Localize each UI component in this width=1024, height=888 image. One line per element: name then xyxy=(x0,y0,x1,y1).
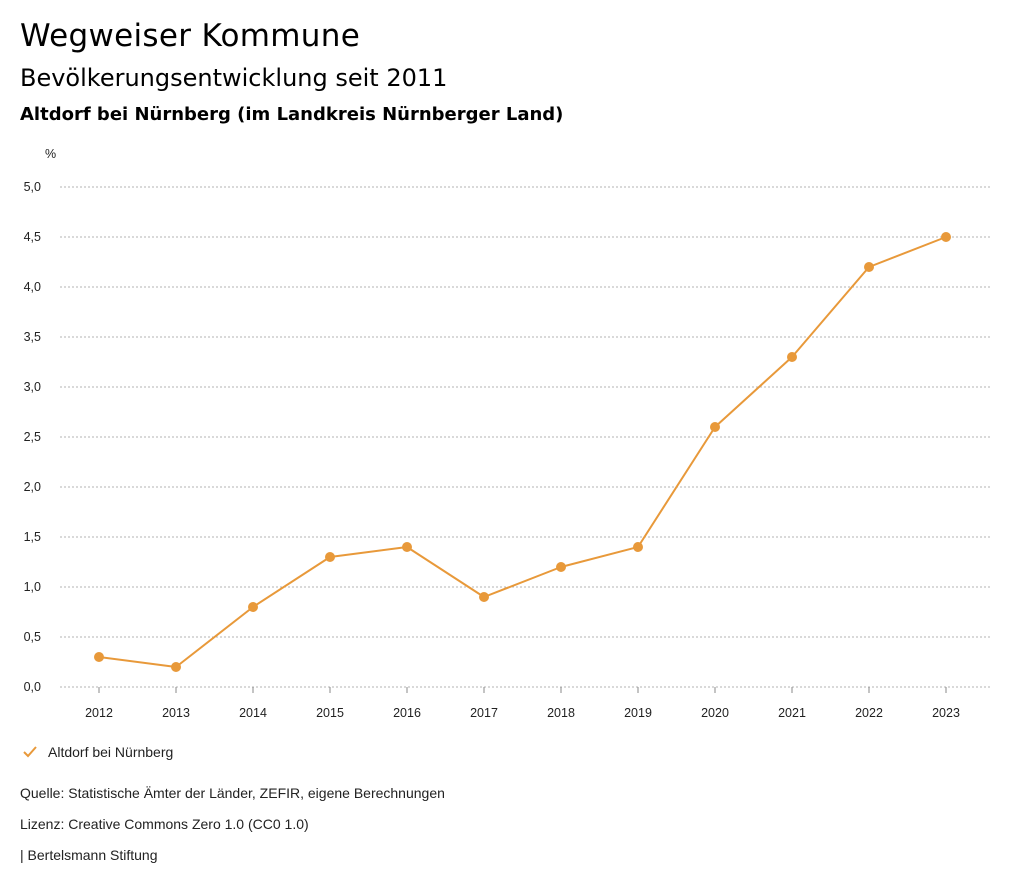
chart-subtitle: Bevölkerungsentwicklung seit 2011 xyxy=(20,64,448,92)
y-tick-label: 0,5 xyxy=(24,630,41,644)
data-point[interactable] xyxy=(171,662,181,672)
data-point[interactable] xyxy=(633,542,643,552)
x-tick-label: 2013 xyxy=(162,706,190,720)
x-tick-label: 2015 xyxy=(316,706,344,720)
source-note: Quelle: Statistische Ämter der Länder, Z… xyxy=(20,785,445,801)
y-tick-label: 2,0 xyxy=(24,480,41,494)
x-tick-label: 2018 xyxy=(547,706,575,720)
data-point[interactable] xyxy=(710,422,720,432)
data-point[interactable] xyxy=(325,552,335,562)
x-tick-label: 2023 xyxy=(932,706,960,720)
legend-item[interactable]: Altdorf bei Nürnberg xyxy=(22,744,173,760)
y-axis-unit: % xyxy=(45,147,56,161)
y-tick-label: 5,0 xyxy=(24,180,41,194)
y-tick-label: 4,0 xyxy=(24,280,41,294)
x-tick-label: 2019 xyxy=(624,706,652,720)
x-tick-label: 2012 xyxy=(85,706,113,720)
x-tick-label: 2022 xyxy=(855,706,883,720)
data-point[interactable] xyxy=(479,592,489,602)
x-tick-label: 2020 xyxy=(701,706,729,720)
y-tick-label: 1,5 xyxy=(24,530,41,544)
publisher-note: | Bertelsmann Stiftung xyxy=(20,847,158,863)
y-tick-label: 1,0 xyxy=(24,580,41,594)
y-tick-label: 2,5 xyxy=(24,430,41,444)
region-title: Altdorf bei Nürnberg (im Landkreis Nürnb… xyxy=(20,104,564,125)
page-title: Wegweiser Kommune xyxy=(20,18,361,54)
legend-label: Altdorf bei Nürnberg xyxy=(48,744,174,760)
data-point[interactable] xyxy=(94,652,104,662)
x-tick-label: 2021 xyxy=(778,706,806,720)
data-point[interactable] xyxy=(248,602,258,612)
data-point[interactable] xyxy=(864,262,874,272)
data-point[interactable] xyxy=(787,352,797,362)
y-tick-label: 3,5 xyxy=(24,330,41,344)
data-point[interactable] xyxy=(556,562,566,572)
y-tick-label: 3,0 xyxy=(24,380,41,394)
license-note: Lizenz: Creative Commons Zero 1.0 (CC0 1… xyxy=(20,816,309,832)
y-tick-label: 4,5 xyxy=(24,230,41,244)
line-chart: % 0,0 0,5 1,0 1,5 2,0 2,5 3,0 3,5 4,0 4,5 5,0 2012 20… xyxy=(24,147,990,720)
x-tick-label: 2017 xyxy=(470,706,498,720)
y-tick-label: 0,0 xyxy=(24,680,41,694)
check-icon xyxy=(23,746,37,758)
x-tick-label: 2016 xyxy=(393,706,421,720)
data-point[interactable] xyxy=(402,542,412,552)
x-tick-label: 2014 xyxy=(239,706,267,720)
series-line xyxy=(98,236,947,668)
data-point[interactable] xyxy=(941,232,951,242)
